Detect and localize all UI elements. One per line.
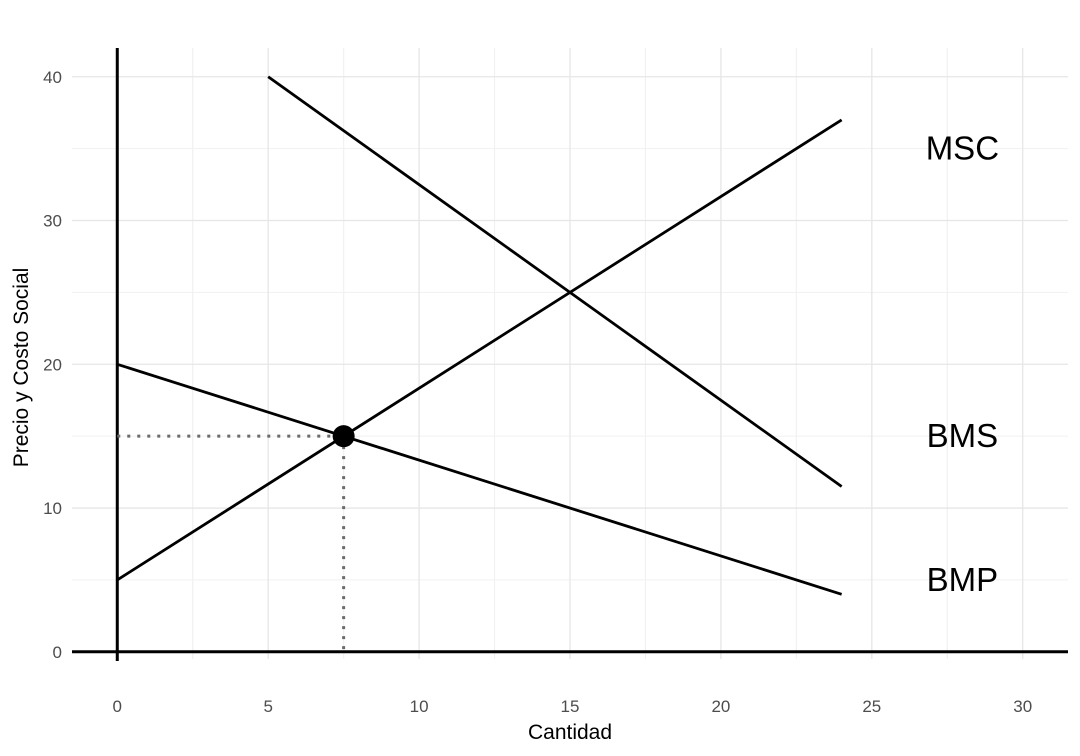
curve-bms: [116, 118, 843, 582]
curve-label-bms: BMS: [927, 417, 999, 454]
x-tick-label: 20: [711, 697, 730, 716]
x-tick-label: 0: [113, 697, 122, 716]
curve-label-bmp: BMP: [927, 561, 999, 598]
curve-labels: MSC BMS BMP: [926, 130, 999, 598]
x-tick-label: 25: [862, 697, 881, 716]
y-tick-label: 30: [43, 212, 62, 231]
curve-msc: [267, 75, 843, 488]
curve-label-msc: MSC: [926, 130, 999, 167]
y-axis-title: Precio y Costo Social: [10, 268, 33, 468]
curve-bmp: [116, 362, 843, 596]
y-tick-label: 40: [43, 68, 62, 87]
x-tick-label: 5: [263, 697, 272, 716]
grid-major: [72, 48, 1068, 659]
x-tick-label: 30: [1013, 697, 1032, 716]
curves: [116, 75, 843, 596]
x-tick-label: 15: [561, 697, 580, 716]
axes: [72, 48, 1068, 661]
y-tick-label: 20: [43, 355, 62, 374]
y-tick-label: 0: [53, 643, 62, 662]
equilibrium-guides: [117, 434, 346, 652]
x-axis-title: Cantidad: [528, 721, 612, 744]
equilibrium-point: [332, 425, 355, 448]
tick-labels: 0 5 10 15 20 25 30 0 10 20 30 40: [43, 68, 1032, 716]
y-tick-label: 10: [43, 499, 62, 518]
x-tick-label: 10: [410, 697, 429, 716]
